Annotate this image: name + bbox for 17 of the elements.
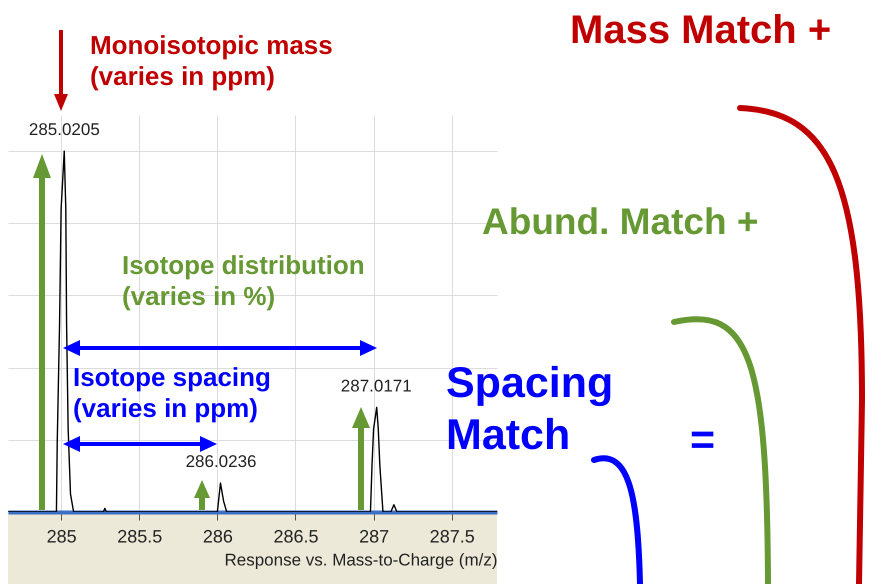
text: = [690, 415, 716, 466]
x-tick-label: 287.5 [430, 526, 475, 546]
x-tick-label: 285.5 [117, 526, 162, 546]
x-tick-label: 287 [359, 526, 390, 546]
annotation: Abund. Match + [482, 200, 758, 244]
annotation: 287.0171 [340, 376, 412, 396]
annotation: 285.0205 [28, 120, 100, 140]
annotation: Isotope distribution (varies in %) [122, 250, 365, 312]
x-tick-label: 285 [46, 526, 77, 546]
annotation: 286.0236 [186, 452, 256, 472]
x-axis-title: Response vs. Mass-to-Charge (m/z) [224, 550, 498, 570]
annotation: Spacing Match [446, 358, 614, 461]
annotation: Isotope spacing (varies in ppm) [73, 362, 271, 424]
text: Mass Match + [570, 7, 832, 54]
x-tick-label: 286 [202, 526, 233, 546]
x-tick-label: 286.5 [273, 526, 318, 546]
text: Monoisotopic mass (varies in ppm) [90, 30, 333, 92]
